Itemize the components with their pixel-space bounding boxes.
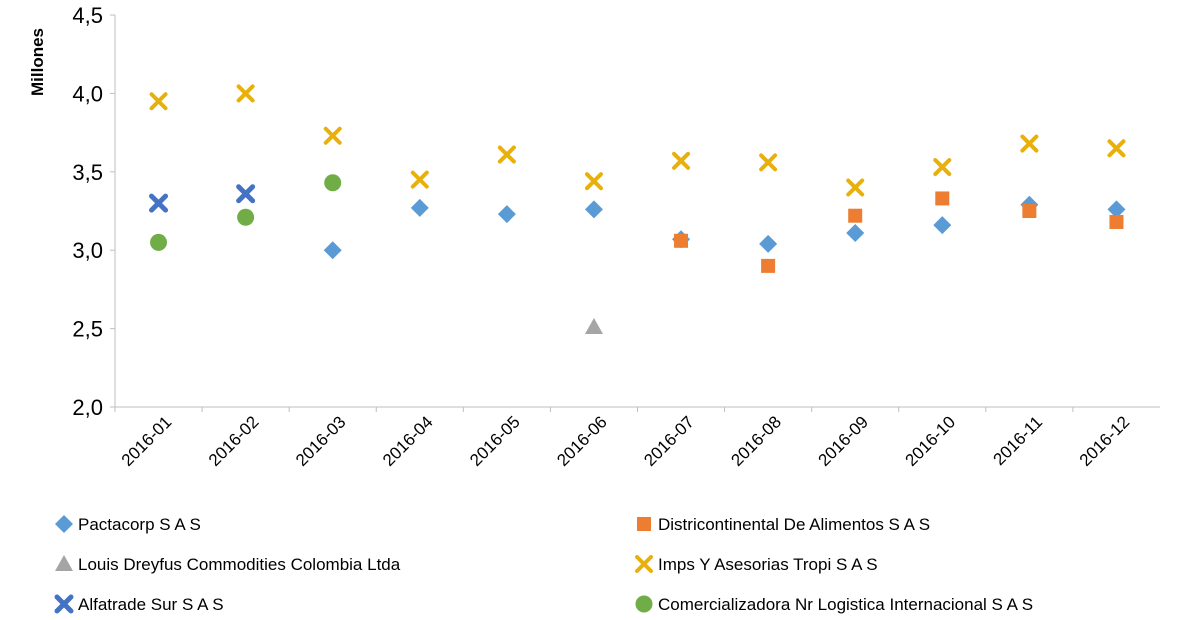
y-tick-label: 3,5 [72, 160, 103, 185]
legend-label: Alfatrade Sur S A S [78, 595, 224, 614]
data-point [236, 84, 255, 103]
legend-marker [55, 555, 73, 571]
x-tick-label: 2016-05 [466, 412, 524, 470]
data-point [497, 205, 516, 224]
data-point [759, 153, 778, 172]
data-point [1107, 139, 1126, 158]
data-point [149, 193, 169, 213]
data-point [672, 151, 691, 170]
x-tick-label: 2016-10 [902, 412, 960, 470]
data-point [410, 198, 429, 217]
data-point [674, 233, 689, 248]
data-point [1022, 204, 1037, 218]
y-tick-label: 4,5 [72, 3, 103, 28]
data-point [324, 174, 342, 192]
data-point [848, 208, 863, 223]
data-point [1020, 134, 1039, 153]
legend-label: Comercializadora Nr Logistica Internacio… [658, 595, 1033, 614]
x-tick-label: 2016-09 [814, 412, 872, 470]
plot-area: 2,0 2,5 3,0 3,5 4,0 4,5 2016-01 2016-02 2016-03 2… [72, 3, 1160, 470]
x-tick-label: 2016-12 [1076, 412, 1134, 470]
data-point [584, 172, 603, 191]
y-axis-title: Millones [28, 28, 47, 96]
legend-item: Imps Y Asesorias Tropi S A S [635, 555, 878, 574]
legend-label: Districontinental De Alimentos S A S [658, 515, 930, 534]
legend-marker [635, 595, 653, 613]
x-tick-label: 2016-03 [292, 412, 350, 470]
x-tick-label: 2016-02 [205, 412, 263, 470]
data-point [935, 191, 950, 206]
data-point [1109, 214, 1124, 229]
data-point [150, 233, 168, 251]
x-tick-label: 2016-07 [640, 412, 698, 470]
legend-marker [637, 517, 651, 531]
legend-item: Comercializadora Nr Logistica Internacio… [635, 595, 1033, 614]
data-point [584, 200, 603, 219]
y-tick-label: 4,0 [72, 81, 103, 106]
data-point [1107, 200, 1126, 219]
data-point [846, 178, 865, 197]
legend-marker [635, 555, 653, 573]
data-point [761, 258, 776, 273]
legend-item: Districontinental De Alimentos S A S [637, 515, 930, 534]
y-tick-label: 2,5 [72, 317, 103, 342]
x-tick-label: 2016-08 [727, 412, 785, 470]
legend-marker [55, 515, 73, 533]
data-point [759, 234, 778, 253]
legend-label: Imps Y Asesorias Tropi S A S [658, 555, 878, 574]
legend-label: Pactacorp S A S [78, 515, 201, 534]
legend: Pactacorp S A S Districontinental De Alim… [54, 515, 1033, 614]
data-point [236, 184, 256, 204]
data-point [846, 223, 865, 242]
x-tick-label: 2016-04 [379, 412, 437, 470]
legend-label: Louis Dreyfus Commodities Colombia Ltda [78, 555, 401, 574]
data-point [237, 208, 255, 226]
x-tick-label: 2016-11 [990, 412, 1047, 469]
data-point [497, 145, 516, 164]
data-point [323, 126, 342, 145]
data-point [410, 170, 429, 189]
x-tick-label: 2016-06 [553, 412, 611, 470]
data-point [149, 92, 168, 111]
data-point [584, 318, 603, 335]
data-point [933, 158, 952, 177]
y-tick-label: 3,0 [72, 238, 103, 263]
data-point [933, 216, 952, 235]
legend-item: Alfatrade Sur S A S [54, 594, 224, 614]
legend-marker [54, 594, 74, 614]
y-tick-label: 2,0 [72, 395, 103, 420]
x-tick-label: 2016-01 [118, 412, 176, 470]
data-point [323, 241, 342, 260]
legend-item: Louis Dreyfus Commodities Colombia Ltda [55, 555, 401, 574]
legend-item: Pactacorp S A S [55, 515, 201, 534]
